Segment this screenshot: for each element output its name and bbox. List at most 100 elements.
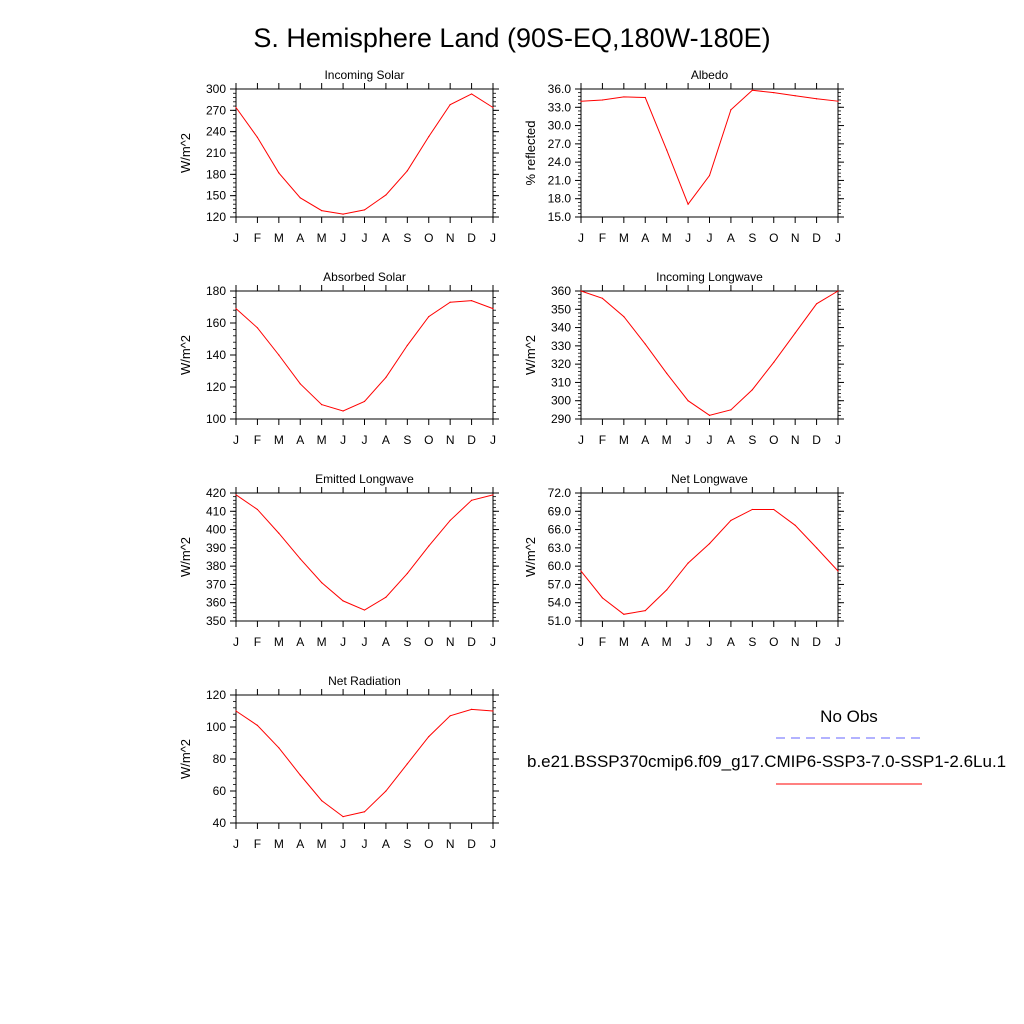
absorbed-solar-data-point: [406, 344, 408, 346]
net-radiation-x-tick-label: J: [233, 837, 239, 851]
net-longwave-data-point: [644, 610, 646, 612]
albedo-data-point: [815, 98, 818, 100]
albedo-data-point: [730, 109, 732, 111]
incoming-longwave-data-point: [666, 372, 668, 374]
incoming-longwave-data-point: [815, 303, 818, 305]
net-radiation-x-tick-label: A: [296, 837, 304, 851]
incoming-solar-x-tick-label: A: [296, 231, 304, 245]
legend-model-label: b.e21.BSSP370cmip6.f09_g17.CMIP6-SSP3-7.…: [527, 752, 1006, 771]
absorbed-solar-x-tick-label: A: [382, 433, 390, 447]
legend-obs-label: No Obs: [820, 707, 878, 726]
incoming-longwave-ylabel: W/m^2: [523, 335, 538, 375]
emitted-longwave-y-tick-label: 360: [206, 596, 226, 610]
albedo-data-point: [708, 174, 711, 177]
emitted-longwave-x-tick-label: F: [254, 635, 261, 649]
incoming-solar-data-point: [492, 106, 494, 109]
absorbed-solar-x-tick-label: J: [233, 433, 239, 447]
incoming-solar-x-tick-label: M: [317, 231, 327, 245]
net-radiation-data-point: [385, 790, 387, 792]
net-longwave-x-tick-label: M: [662, 635, 672, 649]
albedo-x-tick-label: J: [707, 231, 713, 245]
absorbed-solar-x-tick-label: A: [296, 433, 304, 447]
emitted-longwave-data-point: [256, 508, 259, 511]
emitted-longwave-y-tick-label: 420: [206, 486, 226, 500]
net-longwave-x-tick-label: J: [685, 635, 691, 649]
incoming-longwave-x-tick-label: A: [727, 433, 735, 447]
albedo-x-tick-label: J: [578, 231, 584, 245]
incoming-solar-y-tick-label: 240: [206, 125, 226, 139]
albedo-x-tick-label: M: [619, 231, 629, 245]
incoming-solar-data-point: [278, 172, 280, 174]
net-radiation-data-point: [406, 763, 408, 765]
net-longwave-data-point: [815, 547, 818, 549]
absorbed-solar-data-point: [235, 308, 237, 310]
incoming-longwave-data-point: [708, 414, 711, 416]
albedo-data-point: [580, 100, 582, 102]
net-longwave-y-tick-label: 54.0: [548, 596, 572, 610]
absorbed-solar-x-tick-label: O: [424, 433, 433, 447]
incoming-solar-x-tick-label: D: [467, 231, 476, 245]
incoming-solar-y-tick-label: 180: [206, 167, 226, 181]
incoming-longwave-data-point: [687, 400, 689, 402]
incoming-longwave-x-tick-label: S: [748, 433, 756, 447]
albedo-y-tick-label: 30.0: [548, 119, 572, 133]
net-radiation-data-point: [342, 816, 344, 818]
incoming-solar-data-point: [256, 136, 259, 138]
incoming-longwave-data-point: [794, 332, 796, 334]
absorbed-solar-x-tick-label: M: [317, 433, 327, 447]
net-longwave-x-tick-label: O: [769, 635, 778, 649]
incoming-solar-plot-frame: [235, 88, 494, 218]
net-longwave-x-tick-label: J: [835, 635, 841, 649]
net-radiation-x-tick-label: D: [467, 837, 476, 851]
emitted-longwave-data-point: [385, 596, 387, 598]
net-radiation-x-tick-label: F: [254, 837, 261, 851]
net-radiation-y-tick-label: 80: [213, 752, 227, 766]
incoming-solar-x-tick-label: M: [274, 231, 284, 245]
net-radiation-x-tick-label: J: [340, 837, 346, 851]
incoming-solar-data-point: [428, 136, 430, 138]
albedo-x-tick-label: F: [599, 231, 606, 245]
emitted-longwave-y-tick-label: 390: [206, 541, 226, 555]
emitted-longwave-data-point: [428, 545, 430, 547]
incoming-solar-y-tick-label: 210: [206, 146, 226, 160]
albedo-data-point: [601, 99, 604, 101]
absorbed-solar-data-point: [428, 316, 430, 318]
incoming-solar-data-point: [449, 104, 451, 106]
incoming-solar-x-tick-label: J: [362, 231, 368, 245]
emitted-longwave-x-tick-label: A: [296, 635, 304, 649]
albedo-data-point: [644, 96, 646, 99]
incoming-solar-y-tick-label: 120: [206, 210, 226, 224]
incoming-solar-series-line: [235, 93, 494, 215]
net-longwave-y-tick-label: 66.0: [548, 523, 572, 537]
emitted-longwave-data-point: [299, 558, 301, 560]
absorbed-solar-y-tick-label: 180: [206, 284, 226, 298]
net-longwave-data-point: [794, 524, 796, 526]
net-longwave-title: Net Longwave: [671, 472, 748, 486]
incoming-longwave-x-tick-label: A: [641, 433, 649, 447]
incoming-longwave-x-tick-label: F: [599, 433, 606, 447]
incoming-longwave-y-tick-label: 310: [551, 375, 571, 389]
incoming-solar-title: Incoming Solar: [324, 68, 404, 82]
net-longwave-ylabel: W/m^2: [523, 537, 538, 577]
incoming-longwave-data-point: [773, 361, 775, 363]
emitted-longwave-x-tick-label: M: [317, 635, 327, 649]
absorbed-solar-data-point: [321, 404, 323, 406]
albedo-y-tick-label: 33.0: [548, 100, 572, 114]
emitted-longwave-series-line: [235, 494, 494, 611]
net-longwave-y-tick-label: 63.0: [548, 541, 572, 555]
net-radiation-y-tick-label: 100: [206, 720, 226, 734]
absorbed-solar-x-tick-label: J: [340, 433, 346, 447]
absorbed-solar-data-point: [278, 354, 280, 356]
incoming-longwave-x-tick-label: M: [619, 433, 629, 447]
absorbed-solar-data-point: [492, 308, 494, 310]
net-longwave-data-point: [751, 508, 753, 511]
incoming-longwave-x-tick-label: M: [662, 433, 672, 447]
albedo-data-point: [666, 149, 668, 151]
net-longwave-x-tick-label: D: [812, 635, 821, 649]
net-radiation-ylabel: W/m^2: [178, 739, 193, 779]
net-longwave-data-point: [730, 519, 732, 522]
absorbed-solar-x-tick-label: F: [254, 433, 261, 447]
